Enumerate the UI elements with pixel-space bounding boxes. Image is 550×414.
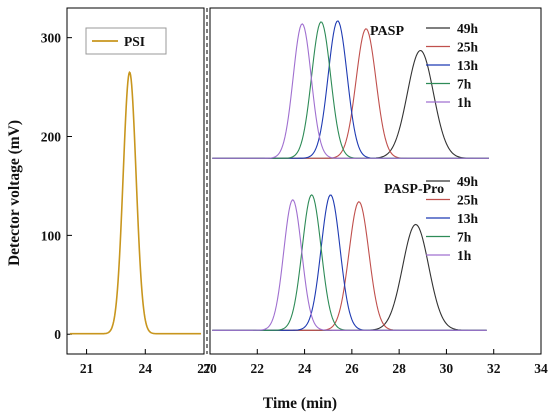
x-tick-label: 24 — [139, 361, 153, 376]
x-axis-title: Time (min) — [263, 395, 337, 412]
y-axis-title: Detector voltage (mV) — [6, 120, 23, 266]
x-tick-label: 26 — [345, 361, 359, 376]
x-tick-label: 32 — [487, 361, 501, 376]
left-panel-curves — [69, 70, 202, 335]
x-tick-label: 21 — [80, 361, 94, 376]
curve-pasp-1h — [212, 23, 489, 159]
right-panel-ticks: 20 22 24 26 28 30 32 34 — [203, 349, 548, 376]
legend-label-49h: 49h — [457, 21, 479, 36]
curve-psi — [69, 70, 202, 335]
x-tick-label: 20 — [203, 361, 217, 376]
x-tick-label: 34 — [534, 361, 548, 376]
y-tick-label: 100 — [41, 228, 62, 243]
legend-label-1h: 1h — [457, 95, 472, 110]
legend-label-25h: 25h — [457, 40, 479, 55]
legend-label-7h: 7h — [457, 77, 472, 92]
legend-label-1h: 1h — [457, 248, 472, 263]
x-tick-label: 27 — [197, 361, 211, 376]
x-tick-label: 28 — [392, 361, 406, 376]
legend-label-7h: 7h — [457, 230, 472, 245]
curve-pasp-13h — [212, 20, 489, 159]
x-tick-label: 24 — [298, 361, 312, 376]
y-tick-label: 200 — [41, 130, 62, 145]
right-panel-frame — [209, 7, 542, 355]
left-panel-ticks: 0 100 200 300 21 24 27 — [41, 31, 211, 376]
pasp-legend: 49h 25h 13h 7h 1h — [426, 21, 479, 110]
curve-pasp-pro-49h — [212, 223, 487, 331]
x-tick-label: 30 — [440, 361, 454, 376]
legend-label-25h: 25h — [457, 193, 479, 208]
x-tick-label: 22 — [251, 361, 265, 376]
psi-legend: PSI — [85, 27, 167, 55]
curve-pasp-pro-13h — [212, 194, 487, 331]
pasp-pro-legend: 49h 25h 13h 7h 1h — [426, 174, 479, 263]
legend-label-49h: 49h — [457, 174, 479, 189]
legend-label-psi: PSI — [124, 34, 145, 49]
legend-label-13h: 13h — [457, 58, 479, 73]
y-tick-label: 0 — [54, 327, 61, 342]
panel-label-pasp-pro: PASP-Pro — [384, 182, 444, 197]
panel-label-pasp: PASP — [370, 24, 404, 39]
right-panel-curves — [212, 20, 489, 331]
curve-pasp-25h — [212, 28, 489, 159]
curve-pasp-pro-1h — [212, 199, 487, 331]
left-panel-frame — [66, 7, 205, 355]
curve-pasp-7h — [212, 21, 489, 159]
y-tick-label: 300 — [41, 31, 62, 46]
legend-label-13h: 13h — [457, 211, 479, 226]
